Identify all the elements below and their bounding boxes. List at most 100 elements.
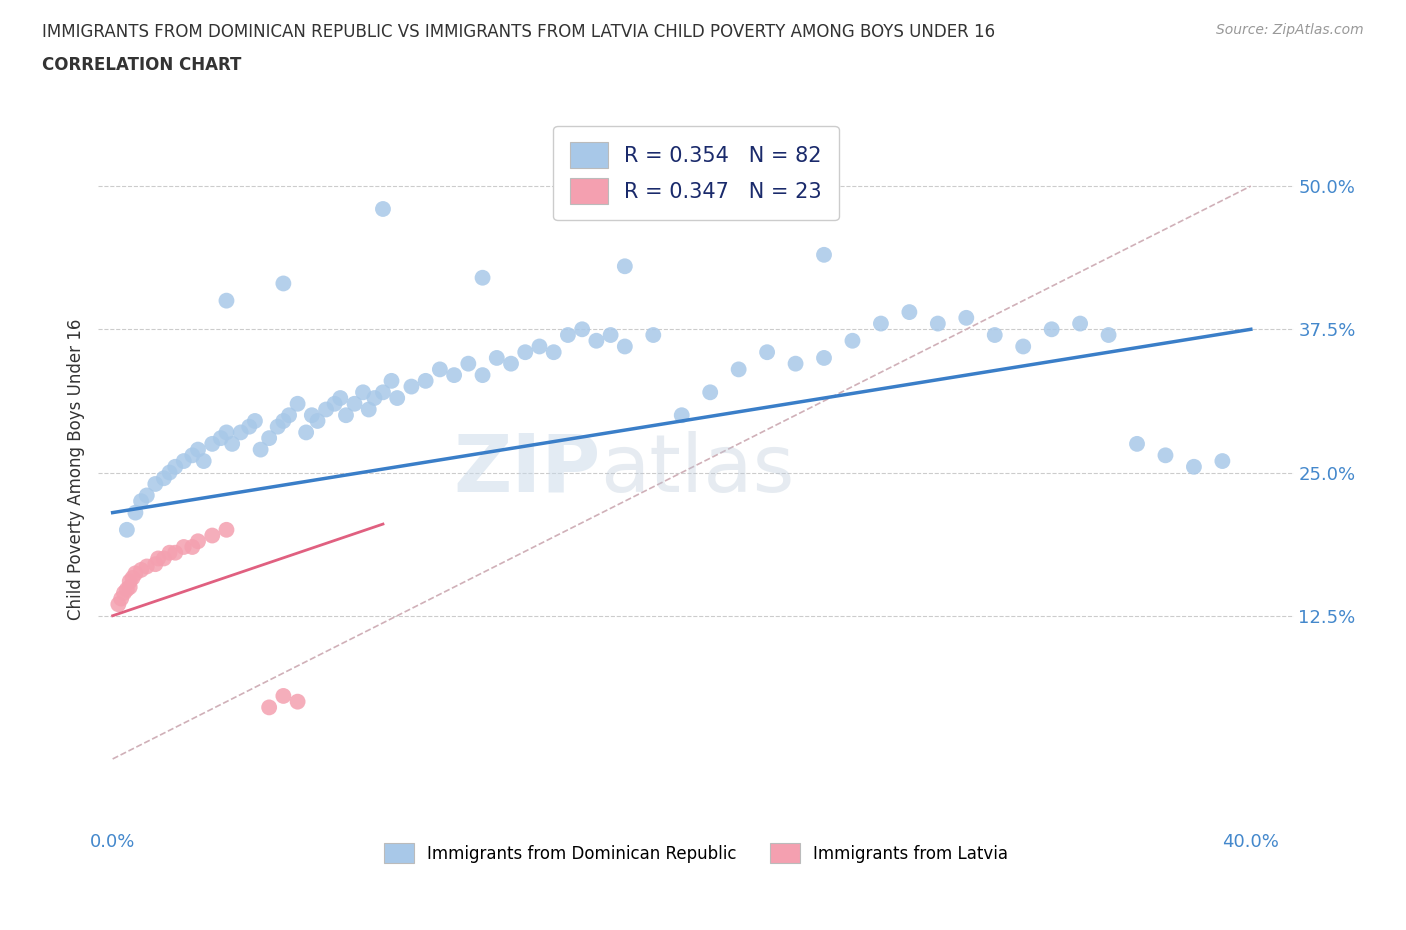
Point	[221, 436, 243, 451]
Point	[870, 316, 893, 331]
Point	[380, 374, 402, 389]
Point	[1182, 459, 1205, 474]
Point	[273, 276, 295, 291]
Point	[267, 419, 290, 434]
Legend: Immigrants from Dominican Republic, Immigrants from Latvia: Immigrants from Dominican Republic, Immi…	[370, 830, 1022, 877]
Point	[599, 327, 621, 342]
Point	[121, 570, 143, 585]
Point	[352, 385, 374, 400]
Point	[153, 551, 176, 565]
Point	[238, 419, 260, 434]
Point	[1154, 448, 1177, 463]
Point	[984, 327, 1007, 342]
Point	[135, 559, 157, 574]
Point	[273, 688, 295, 703]
Point	[385, 391, 409, 405]
Text: Source: ZipAtlas.com: Source: ZipAtlas.com	[1216, 23, 1364, 37]
Point	[457, 356, 479, 371]
Point	[443, 367, 465, 382]
Point	[557, 327, 579, 342]
Point	[335, 407, 357, 422]
Point	[187, 534, 209, 549]
Point	[193, 454, 215, 469]
Point	[181, 448, 204, 463]
Point	[315, 402, 337, 417]
Point	[209, 431, 232, 445]
Point	[124, 505, 146, 520]
Point	[110, 591, 132, 606]
Point	[415, 374, 437, 389]
Point	[813, 247, 835, 262]
Point	[1069, 316, 1091, 331]
Point	[571, 322, 593, 337]
Point	[287, 694, 309, 709]
Text: ZIP: ZIP	[453, 431, 600, 509]
Y-axis label: Child Poverty Among Boys Under 16: Child Poverty Among Boys Under 16	[66, 319, 84, 620]
Point	[1097, 327, 1119, 342]
Point	[543, 345, 565, 360]
Point	[118, 579, 141, 594]
Point	[143, 557, 166, 572]
Point	[148, 551, 170, 565]
Point	[329, 391, 352, 405]
Point	[165, 545, 187, 560]
Point	[471, 271, 494, 286]
Point	[115, 523, 138, 538]
Point	[1211, 454, 1233, 469]
Point	[112, 585, 135, 600]
Point	[613, 339, 636, 354]
Point	[215, 425, 238, 440]
Point	[671, 407, 693, 422]
Point	[249, 442, 271, 457]
Point	[613, 259, 636, 273]
Point	[643, 327, 665, 342]
Point	[515, 345, 537, 360]
Point	[229, 425, 252, 440]
Point	[1040, 322, 1063, 337]
Point	[585, 333, 607, 348]
Point	[173, 454, 195, 469]
Point	[727, 362, 749, 377]
Point	[927, 316, 949, 331]
Point	[215, 293, 238, 308]
Point	[529, 339, 551, 354]
Point	[955, 311, 977, 325]
Point	[135, 488, 157, 503]
Point	[371, 385, 394, 400]
Point	[118, 574, 141, 589]
Point	[173, 539, 195, 554]
Point	[243, 414, 266, 429]
Point	[699, 385, 721, 400]
Point	[841, 333, 863, 348]
Point	[429, 362, 451, 377]
Point	[813, 351, 835, 365]
Point	[1126, 436, 1149, 451]
Point	[181, 539, 204, 554]
Point	[278, 407, 301, 422]
Point	[301, 407, 323, 422]
Point	[129, 494, 152, 509]
Point	[287, 396, 309, 411]
Point	[187, 442, 209, 457]
Point	[201, 436, 224, 451]
Point	[115, 582, 138, 597]
Point	[785, 356, 807, 371]
Point	[756, 345, 779, 360]
Point	[485, 351, 508, 365]
Point	[257, 700, 280, 715]
Point	[143, 476, 166, 491]
Point	[898, 305, 921, 320]
Point	[363, 391, 385, 405]
Point	[323, 396, 346, 411]
Point	[273, 414, 295, 429]
Point	[159, 465, 181, 480]
Point	[159, 545, 181, 560]
Point	[215, 523, 238, 538]
Point	[401, 379, 423, 394]
Point	[107, 597, 129, 612]
Point	[499, 356, 522, 371]
Text: CORRELATION CHART: CORRELATION CHART	[42, 56, 242, 73]
Point	[124, 565, 146, 580]
Point	[1012, 339, 1035, 354]
Point	[343, 396, 366, 411]
